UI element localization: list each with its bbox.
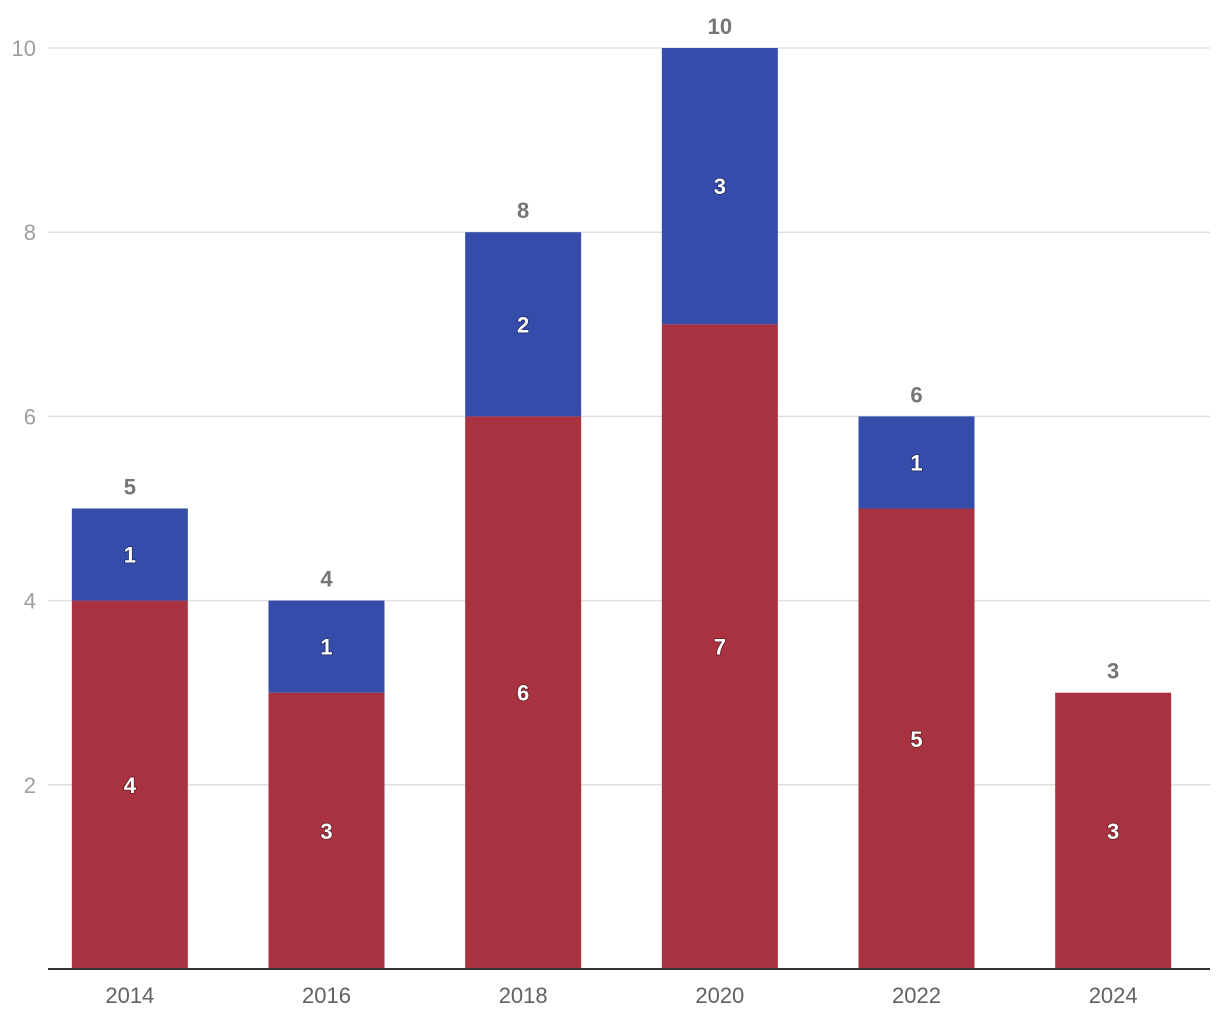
bar-segment bbox=[268, 692, 385, 969]
bar-segment bbox=[465, 232, 582, 417]
y-tick-label: 4 bbox=[24, 589, 36, 614]
bar-segment bbox=[858, 416, 975, 509]
bar-segment bbox=[1055, 692, 1172, 969]
y-tick-label: 8 bbox=[24, 220, 36, 245]
bar-total-label: 6 bbox=[910, 382, 922, 407]
bar-segment-label: 3 bbox=[714, 174, 726, 199]
bar-segment-label: 1 bbox=[910, 450, 922, 475]
bar-total-label: 5 bbox=[124, 475, 136, 500]
bar-total-label: 3 bbox=[1107, 659, 1119, 684]
bar-segment-label: 2 bbox=[517, 312, 529, 337]
gridlines bbox=[48, 47, 1210, 786]
bar-segment bbox=[71, 508, 188, 601]
x-tick-label: 2022 bbox=[892, 983, 941, 1008]
bar-segment bbox=[71, 600, 188, 969]
y-tick-label: 10 bbox=[12, 36, 36, 61]
bar-segment bbox=[661, 324, 778, 969]
bars bbox=[71, 48, 1172, 969]
x-axis-ticks: 2014 2016 2018 2020 2022 2024 bbox=[105, 983, 1137, 1008]
bar-segment bbox=[661, 48, 778, 325]
bar-segment bbox=[268, 600, 385, 693]
x-tick-label: 2020 bbox=[695, 983, 744, 1008]
x-tick-label: 2018 bbox=[499, 983, 548, 1008]
y-tick-label: 2 bbox=[24, 773, 36, 798]
bar-segment-label: 3 bbox=[1107, 819, 1119, 844]
bar-total-label: 10 bbox=[708, 14, 732, 39]
bar-segment bbox=[465, 416, 582, 969]
bar-segment-label: 3 bbox=[320, 819, 332, 844]
bar-segment-label: 6 bbox=[517, 681, 529, 706]
y-axis-ticks: 2 4 6 8 10 bbox=[12, 36, 36, 798]
x-tick-label: 2016 bbox=[302, 983, 351, 1008]
bar-segment-label: 1 bbox=[320, 635, 332, 660]
bar-segment-label: 7 bbox=[714, 635, 726, 660]
bar-total-label: 4 bbox=[320, 567, 333, 592]
bar-total-label: 8 bbox=[517, 198, 529, 223]
bar-segment-label: 4 bbox=[124, 773, 137, 798]
bar-segment bbox=[858, 508, 975, 969]
x-tick-label: 2014 bbox=[105, 983, 154, 1008]
data-labels: 4 1 5 3 1 4 6 2 8 7 3 10 5 1 6 3 3 bbox=[123, 14, 1120, 845]
bar-segment-label: 1 bbox=[124, 543, 136, 568]
x-tick-label: 2024 bbox=[1089, 983, 1138, 1008]
y-tick-label: 6 bbox=[24, 404, 36, 429]
bar-segment-label: 5 bbox=[910, 727, 922, 752]
